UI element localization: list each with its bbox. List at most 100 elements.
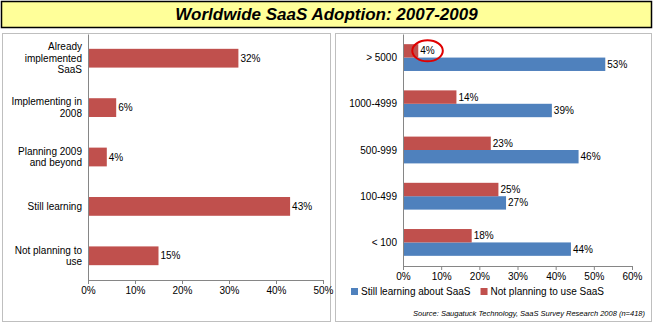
bar [403,242,571,255]
plot-0: 32%6%4%43%15%0%10%20%30%40%50%Alreadyimp… [11,35,333,297]
y-axis-line [88,35,89,281]
title-banner [2,2,652,28]
data-label: 4% [109,152,124,163]
label-line: Planning 2009 [18,146,82,157]
tick-label: 10% [432,271,452,282]
x-axis: 0% 10% 20% 30% 40% 50% 60% [396,266,642,282]
bar [403,150,579,163]
bar [403,44,418,57]
category-label: 1000-4999 [349,98,397,109]
tick-label: 0% [396,271,411,282]
y-axis-line [403,35,404,267]
tick-mark [135,280,136,284]
label-line: < 100 [372,237,398,248]
bar [88,197,290,216]
data-label: 32% [240,53,260,64]
y-axis [88,35,89,281]
category-label: Implementing in2008 [11,96,82,119]
y-axis [403,35,404,267]
x-tick: 50% [313,280,333,296]
label-line: Implementing in [11,96,82,107]
x-tick: 10% [432,266,452,282]
data-label: 44% [573,244,593,255]
x-tick: 30% [219,280,239,296]
tick-label: 0% [81,285,96,296]
data-label: 43% [292,201,312,212]
bar [88,49,238,68]
panel-frame [3,34,331,322]
category-label: 500-999 [360,145,397,156]
chart-canvas: Worldwide SaaS Adoption: 2007-200932%6%4… [0,0,653,323]
plot-1: 53%39%46%27%44%4%14%23%25%18%0%10%20%30%… [349,35,642,283]
category-label: Not planning touse [15,245,83,267]
tick-mark [182,280,183,284]
label-line: 2008 [60,108,83,119]
x-tick: 40% [266,280,286,296]
tick-mark [403,266,404,270]
legend-swatch [351,288,358,295]
label-line: Already [48,41,82,52]
label-line: implemented [25,53,82,64]
label-line: 1000-4999 [349,98,397,109]
x-tick: 10% [125,280,145,296]
tick-mark [518,266,519,270]
x-tick: 20% [470,266,490,282]
bar [88,148,107,167]
tick-label: 30% [219,285,239,296]
category-label: < 100 [372,237,398,248]
legend-label: Not planning to use SaaS [491,286,605,297]
tick-label: 20% [470,271,490,282]
x-tick: 50% [584,266,604,282]
category-label: > 5000 [366,52,397,63]
bars [88,49,290,265]
bars [403,44,605,256]
legend: Still learning about SaaS Not planning to… [351,286,604,297]
x-tick: 0% [81,280,96,296]
tick-mark [632,266,633,270]
data-label: 39% [554,105,574,116]
data-label: 18% [474,230,494,241]
label-line: 100-499 [360,191,397,202]
tick-label: 50% [584,271,604,282]
legend-item: Still learning about SaaS [351,286,471,297]
tick-mark [323,280,324,284]
category-label: Still learning [28,201,82,212]
label-line: 500-999 [360,145,397,156]
bar [403,229,472,242]
panel-frame [336,34,652,322]
data-label: 14% [458,92,478,103]
source-note: Source: Saugatuck Technology, SaaS Surve… [413,309,646,318]
tick-mark [88,280,89,284]
tick-mark [229,280,230,284]
label-line: use [66,256,83,267]
data-label: 23% [493,138,513,149]
data-label: 4% [420,45,435,56]
tick-label: 10% [125,285,145,296]
bar [403,183,498,196]
label-line: Still learning [28,201,82,212]
bar [403,104,552,117]
category-label: Planning 2009and beyond [18,146,82,169]
data-label: 46% [581,151,601,162]
label-line: and beyond [30,157,82,168]
x-tick: 30% [508,266,528,282]
x-axis-line [89,280,324,281]
bar [403,196,506,209]
legend-swatch [481,288,488,295]
tick-mark [594,266,595,270]
data-label: 15% [161,250,181,261]
label-line: Not planning to [15,245,83,256]
x-tick: 60% [622,266,642,282]
highlight-circle [412,40,443,61]
tick-label: 30% [508,271,528,282]
tick-label: 40% [266,285,286,296]
data-label: 27% [508,197,528,208]
legend-item: Not planning to use SaaS [481,286,605,297]
bar [88,98,116,117]
tick-label: 60% [622,271,642,282]
data-label: 53% [607,59,627,70]
x-tick: 20% [172,280,192,296]
bar [403,137,491,150]
tick-label: 40% [546,271,566,282]
title: Worldwide SaaS Adoption: 2007-2009 [175,5,478,24]
